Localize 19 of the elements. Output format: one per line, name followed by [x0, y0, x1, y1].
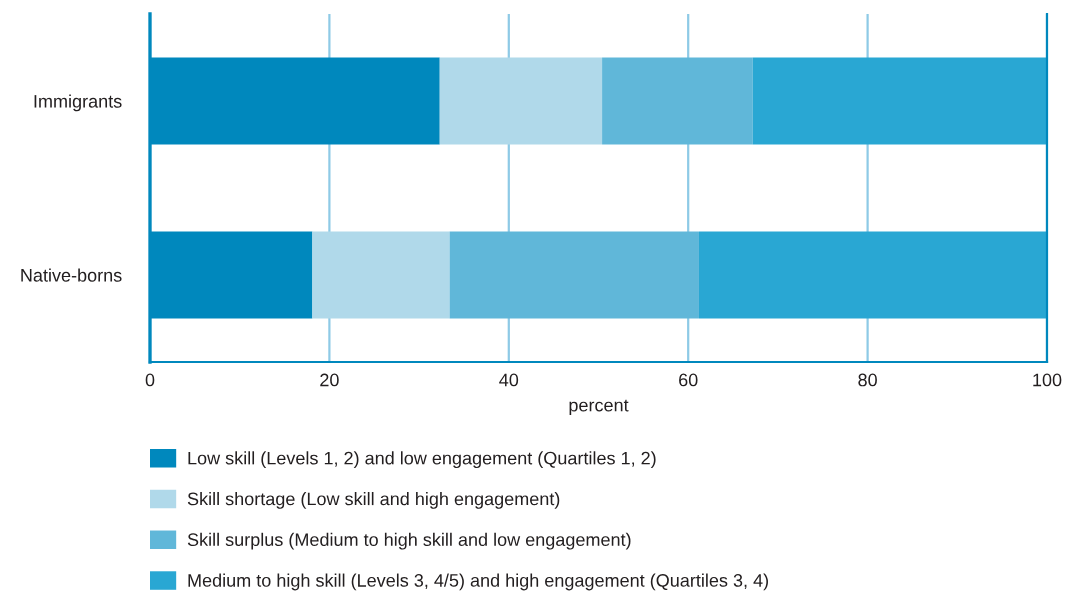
legend-label: Skill surplus (Medium to high skill and low engagement)	[187, 532, 631, 550]
bar	[752, 57, 1047, 145]
bar	[312, 231, 450, 319]
x-tick-label: 20	[320, 373, 339, 387]
x-tick-label: 80	[858, 373, 877, 387]
x-tick-label: 40	[499, 373, 519, 387]
x-axis-title: percent	[569, 399, 629, 416]
y-tick-label: Native-borns	[21, 268, 122, 282]
x-tick-label: 60	[679, 373, 698, 387]
bar	[698, 231, 1047, 319]
x-tick-label: 100	[1033, 373, 1062, 387]
legend-label: Skill shortage (Low skill and high engagement)	[187, 492, 560, 509]
bar	[602, 57, 753, 145]
bar	[439, 57, 603, 145]
legend-label: Low skill (Levels 1, 2) and low engagement (Quartiles 1, 2)	[188, 451, 656, 469]
x-tick-label: 0	[145, 373, 155, 387]
y-tick-label: Immigrants	[34, 94, 122, 112]
legend-label: Medium to high skill (Levels 3, 4/5) and high engagement (Quartiles 3, 4)	[188, 573, 768, 591]
bar	[449, 231, 699, 319]
